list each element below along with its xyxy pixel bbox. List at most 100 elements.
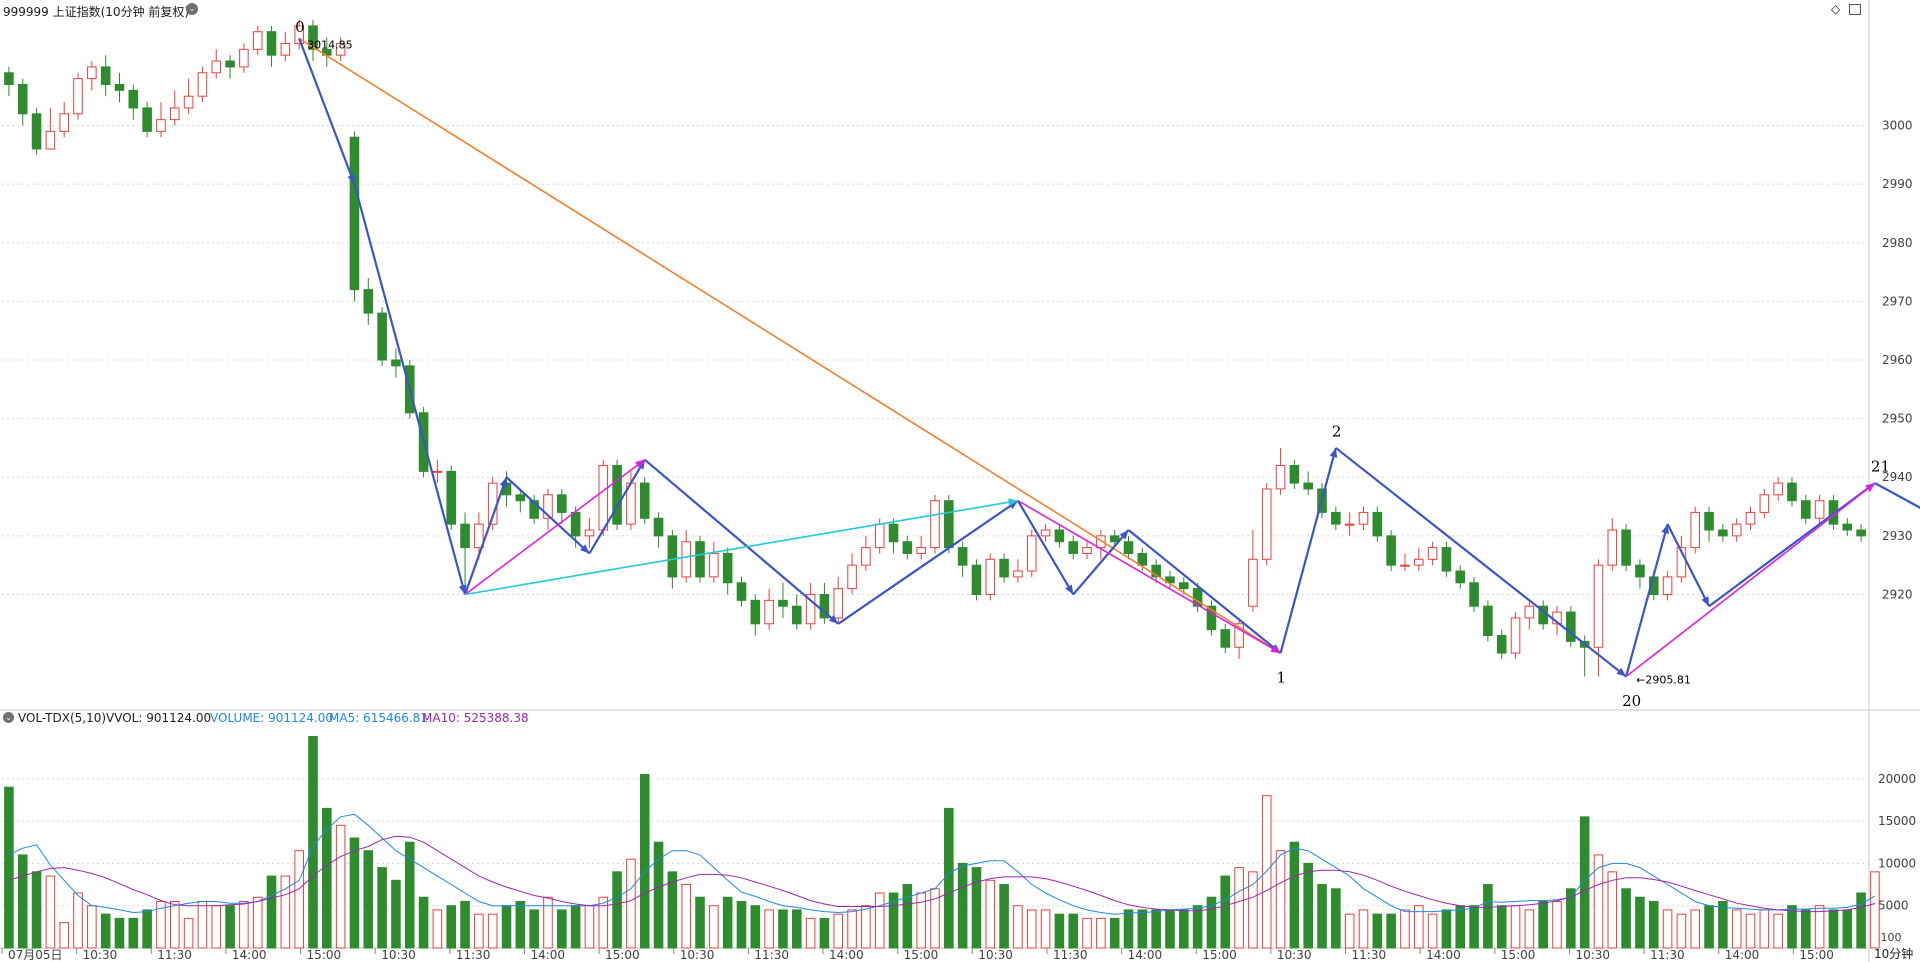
volume-bar bbox=[1814, 905, 1825, 949]
volume-bar bbox=[985, 879, 996, 949]
candle-body bbox=[169, 107, 180, 121]
ma10-value: MA10: 525388.38 bbox=[422, 711, 529, 725]
candle-body bbox=[750, 599, 761, 625]
volume-bar bbox=[1400, 909, 1410, 949]
volume-bar bbox=[156, 900, 166, 949]
candle-body bbox=[1096, 535, 1106, 549]
time-tick-label: 10:30 bbox=[83, 948, 118, 962]
volume-bar bbox=[1317, 884, 1327, 949]
volume-bar bbox=[1524, 909, 1535, 949]
volume-bar bbox=[266, 875, 277, 949]
time-tick-label: 11:30 bbox=[1650, 948, 1685, 962]
candle-body bbox=[87, 66, 97, 80]
price-tick-label: 2920 bbox=[1882, 587, 1913, 601]
volume-tick-label: 15000 bbox=[1878, 814, 1916, 828]
candle-body bbox=[1123, 541, 1134, 554]
volume-bar bbox=[1579, 816, 1590, 949]
candle-body bbox=[1289, 465, 1300, 484]
candle-body bbox=[1469, 582, 1479, 607]
wave-label: 0 bbox=[295, 18, 305, 36]
candle-body bbox=[1621, 529, 1631, 566]
candle-body bbox=[1013, 570, 1023, 578]
volume-bar bbox=[1096, 917, 1106, 949]
candle-body bbox=[1179, 582, 1189, 590]
volume-bar bbox=[1552, 900, 1562, 949]
candle-body bbox=[1566, 611, 1576, 642]
candle-body bbox=[570, 511, 581, 537]
candle-body bbox=[1842, 523, 1853, 531]
volume-bar bbox=[1455, 905, 1466, 949]
volume-bar bbox=[45, 875, 56, 949]
candle-body bbox=[930, 500, 940, 549]
wave-line-magenta bbox=[1017, 499, 1281, 654]
candle-body bbox=[999, 558, 1009, 578]
volume-bar bbox=[1040, 909, 1051, 949]
volume-bar bbox=[515, 900, 526, 949]
diamond-icon[interactable]: ◇ bbox=[1831, 2, 1841, 16]
candle-body bbox=[667, 535, 678, 578]
candle-body bbox=[252, 31, 263, 50]
time-tick-label: 10:30 bbox=[381, 948, 416, 962]
candle-body bbox=[888, 523, 899, 543]
volume-bar bbox=[695, 896, 705, 949]
candle-body bbox=[1441, 547, 1452, 572]
volume-bar bbox=[114, 917, 125, 949]
wave-label: 21 bbox=[1871, 458, 1890, 476]
volume-bar bbox=[1718, 900, 1728, 949]
volume-panel-toggle-icon[interactable]: ⌄ bbox=[3, 712, 14, 723]
volume-bar bbox=[1275, 850, 1286, 949]
volume-bar bbox=[833, 913, 844, 949]
volume-bar bbox=[1013, 905, 1023, 949]
time-tick-label: 10:30 bbox=[1277, 948, 1312, 962]
price-tick-label: 3000 bbox=[1882, 119, 1913, 133]
candle-body bbox=[1054, 529, 1065, 543]
time-tick-label: 15:00 bbox=[307, 948, 342, 962]
candle-body bbox=[1275, 465, 1286, 490]
volume-bar bbox=[764, 909, 774, 949]
candle-body bbox=[349, 136, 360, 291]
volume-bar bbox=[280, 875, 291, 949]
candle-body bbox=[833, 588, 844, 619]
volume-bar bbox=[1731, 909, 1742, 949]
volume-bar bbox=[888, 892, 899, 949]
time-tick-label: 11:30 bbox=[456, 948, 491, 962]
candle-body bbox=[197, 72, 208, 97]
candle-body bbox=[1745, 511, 1756, 525]
volume-bar bbox=[543, 896, 553, 949]
candle-body bbox=[709, 552, 719, 578]
wave-line-magenta-head bbox=[635, 459, 645, 469]
chart-title[interactable]: 999999 上证指数(10分钟 前复权) bbox=[3, 5, 190, 19]
volume-bar bbox=[902, 884, 913, 949]
volume-bar bbox=[1386, 913, 1396, 949]
candle-body bbox=[73, 78, 83, 115]
time-tick-label: 14:00 bbox=[1426, 948, 1461, 962]
volume-bar bbox=[639, 774, 650, 949]
candle-body bbox=[1151, 564, 1161, 578]
wave-segment-blue bbox=[1874, 482, 1920, 509]
period-button[interactable]: 10分钟 bbox=[1874, 947, 1914, 961]
volume-bar bbox=[1179, 909, 1189, 949]
wave-segment-blue bbox=[837, 499, 1019, 625]
volume-bar bbox=[322, 807, 332, 949]
volume-bar bbox=[474, 913, 484, 949]
volume-bar bbox=[1289, 841, 1300, 949]
candle-body bbox=[183, 95, 194, 109]
volume-bar bbox=[1165, 909, 1175, 949]
volume-bar bbox=[1441, 909, 1452, 949]
wave-line-magenta bbox=[1625, 482, 1876, 678]
volume-bar bbox=[681, 884, 691, 949]
panel-toggle-icon[interactable] bbox=[1849, 4, 1861, 15]
candle-body bbox=[1206, 605, 1217, 631]
volume-bar bbox=[1621, 888, 1631, 949]
candle-body bbox=[1496, 635, 1507, 654]
volume-bar bbox=[570, 905, 581, 949]
circle-chevron-down-icon[interactable]: ⌄ bbox=[186, 3, 198, 15]
wave-segment-blue bbox=[1279, 447, 1337, 654]
wave-segment-blue bbox=[588, 459, 646, 555]
volume-bar bbox=[1745, 913, 1756, 949]
candle-body bbox=[280, 42, 291, 56]
candle-body bbox=[1483, 605, 1493, 637]
volume-bar bbox=[584, 905, 595, 949]
